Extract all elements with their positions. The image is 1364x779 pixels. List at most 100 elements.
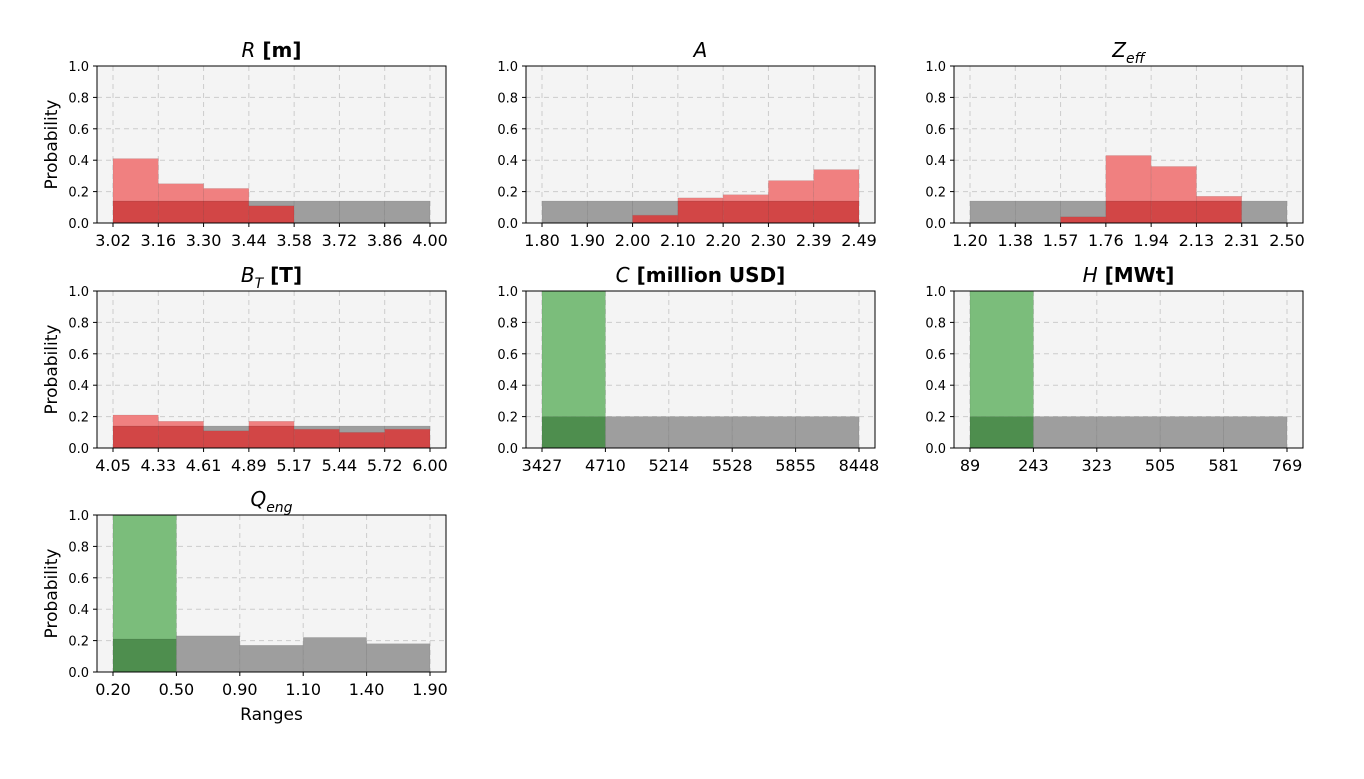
- x-tick-label: 2.49: [841, 231, 877, 250]
- bar-posterior: [677, 197, 724, 202]
- bar-posterior: [157, 421, 204, 427]
- x-tick-label: 0.90: [222, 680, 258, 699]
- bar-prior: [632, 200, 679, 216]
- x-tick-label: 581: [1208, 456, 1239, 475]
- y-tick-label: 0.0: [68, 666, 89, 681]
- bar-posterior: [1196, 196, 1243, 202]
- x-tick-label: 5.44: [322, 456, 358, 475]
- y-tick-label: 0.0: [925, 217, 946, 232]
- bar-posterior: [112, 414, 159, 427]
- bar-posterior: [969, 290, 1034, 417]
- y-tick-label: 0.8: [68, 316, 89, 331]
- y-tick-label: 0.6: [497, 123, 518, 138]
- x-tick-label: 6.00: [412, 456, 448, 475]
- bar-overlap: [632, 214, 679, 224]
- x-tick-label: 8448: [839, 456, 880, 475]
- y-tick-label: 0.0: [497, 442, 518, 457]
- bar-posterior: [541, 290, 606, 417]
- x-tick-label: 2.31: [1224, 231, 1260, 250]
- bar-posterior: [203, 188, 250, 202]
- chart-title: H [MWt]: [1083, 263, 1175, 287]
- x-tick-label: 1.90: [412, 680, 448, 699]
- bar-prior: [541, 200, 588, 224]
- chart-title: BT [T]: [241, 263, 302, 292]
- bar-overlap: [541, 416, 606, 449]
- x-tick-label: 2.39: [796, 231, 832, 250]
- bar-prior: [605, 416, 670, 449]
- chart-title: A: [692, 38, 708, 62]
- bar-overlap: [1196, 200, 1243, 224]
- bar-prior: [203, 425, 250, 432]
- x-tick-label: 0.50: [159, 680, 195, 699]
- x-tick-label: 2.50: [1269, 231, 1305, 250]
- x-tick-label: 1.38: [997, 231, 1033, 250]
- bar-overlap: [1105, 200, 1152, 224]
- x-tick-label: 3.02: [95, 231, 131, 250]
- x-tick-label: 0.20: [95, 680, 131, 699]
- x-tick-label: 4.05: [95, 456, 131, 475]
- axes-frame: [96, 514, 447, 673]
- y-tick-label: 0.2: [925, 411, 946, 426]
- chart-panel-3: 0.0 0.2 0.4 0.6 0.8 1.0 4.05 4.33 4.61 4.89 5.17 5.…: [42, 263, 448, 475]
- bar-prior: [969, 200, 1016, 224]
- x-tick-label: 5855: [775, 456, 816, 475]
- chart-panel-4: 0.0 0.2 0.4 0.6 0.8 1.0 3427 4710 5214 5528 5855 84…: [497, 263, 879, 475]
- x-tick-label: 4.61: [186, 456, 222, 475]
- x-tick-label: 3.86: [367, 231, 403, 250]
- bar-posterior: [112, 514, 177, 640]
- bar-prior: [1241, 200, 1288, 224]
- bar-overlap: [813, 200, 860, 224]
- x-tick-label: 1.40: [349, 680, 385, 699]
- y-tick-label: 1.0: [68, 60, 89, 75]
- y-tick-label: 0.2: [497, 186, 518, 201]
- bar-prior: [339, 200, 386, 224]
- y-tick-label: 0.6: [925, 123, 946, 138]
- x-tick-label: 1.90: [569, 231, 605, 250]
- bar-overlap: [248, 425, 295, 449]
- y-tick-label: 0.4: [68, 603, 89, 618]
- bar-prior: [248, 200, 295, 207]
- bar-overlap: [112, 425, 159, 449]
- bar-posterior: [1150, 166, 1197, 202]
- y-tick-label: 0.4: [497, 379, 518, 394]
- x-tick-label: 4.00: [412, 231, 448, 250]
- y-tick-label: 0.6: [68, 123, 89, 138]
- x-tick-label: 3.44: [231, 231, 267, 250]
- y-tick-label: 0.2: [925, 186, 946, 201]
- bar-posterior: [112, 158, 159, 202]
- x-axis-label: Ranges: [240, 705, 303, 725]
- x-tick-label: 2.13: [1179, 231, 1215, 250]
- y-tick-label: 0.2: [68, 411, 89, 426]
- y-tick-label: 1.0: [925, 60, 946, 75]
- x-tick-label: 769: [1272, 456, 1303, 475]
- y-tick-label: 1.0: [68, 509, 89, 524]
- x-tick-label: 2.30: [751, 231, 787, 250]
- bar-overlap: [722, 200, 769, 224]
- x-tick-label: 323: [1082, 456, 1113, 475]
- chart-panel-1: 0.0 0.2 0.4 0.6 0.8 1.0 1.80 1.90 2.00 2.10 2.20 2.…: [497, 38, 877, 250]
- x-tick-label: 1.76: [1088, 231, 1124, 250]
- x-tick-label: 4.33: [140, 456, 176, 475]
- y-tick-label: 0.4: [68, 154, 89, 169]
- bar-overlap: [203, 200, 250, 224]
- y-tick-label: 0.2: [497, 411, 518, 426]
- bar-overlap: [677, 200, 724, 224]
- bar-overlap: [112, 200, 159, 224]
- x-tick-label: 1.94: [1133, 231, 1169, 250]
- x-tick-label: 3427: [522, 456, 563, 475]
- axes-frame: [953, 290, 1304, 449]
- y-tick-label: 0.6: [68, 572, 89, 587]
- bar-prior: [1014, 200, 1061, 224]
- x-tick-label: 4710: [585, 456, 626, 475]
- bar-overlap: [112, 638, 177, 673]
- chart-panel-2: 0.0 0.2 0.4 0.6 0.8 1.0 1.20 1.38 1.57 1.76 1.94 2.…: [925, 38, 1305, 250]
- bar-overlap: [1060, 216, 1107, 224]
- y-tick-label: 1.0: [925, 285, 946, 300]
- bar-posterior: [813, 169, 860, 202]
- bar-prior: [795, 416, 860, 449]
- y-tick-label: 0.6: [497, 348, 518, 363]
- y-tick-label: 0.2: [68, 186, 89, 201]
- bar-overlap: [293, 428, 340, 449]
- bar-prior: [1060, 200, 1107, 218]
- bar-overlap: [248, 205, 295, 224]
